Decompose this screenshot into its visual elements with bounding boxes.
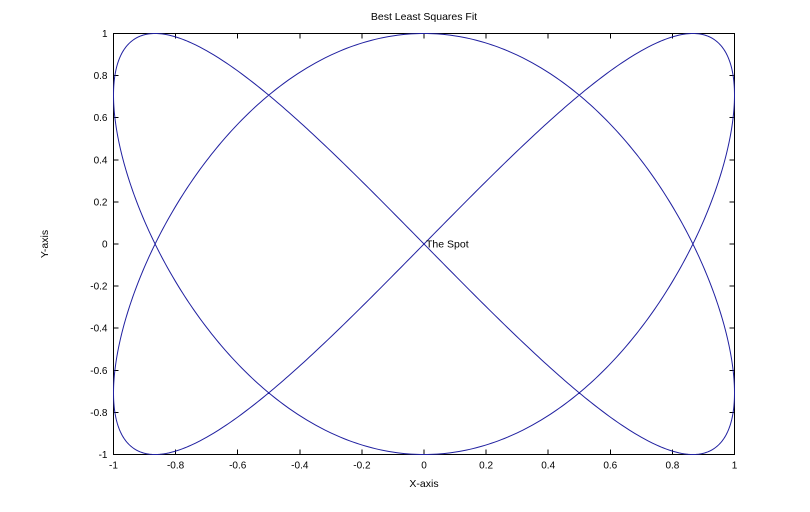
y-tick-label: -0.2 [90, 282, 108, 293]
y-tick-labels: -1 -0.8 -0.6 -0.4 -0.2 0 0.2 0.4 0.6 0.8 1 [90, 29, 108, 461]
x-tick-label: 1 [732, 461, 738, 472]
annotation-group: The Spot [426, 239, 469, 251]
x-tick-label: 0.6 [603, 461, 617, 472]
x-tick-label: -0.4 [291, 461, 309, 472]
y-axis-label: Y-axis [39, 230, 51, 258]
x-tick-label: -1 [109, 461, 118, 472]
y-tick-label: -1 [99, 450, 108, 461]
y-tick-label: 0.4 [94, 155, 108, 166]
plot-annotation: The Spot [426, 239, 469, 251]
y-tick-label: -0.8 [90, 408, 108, 419]
y-tick-label: 1 [102, 29, 108, 40]
plot-title: Best Least Squares Fit [371, 11, 477, 23]
y-tick-label: -0.4 [90, 324, 108, 335]
x-tick-label: -0.8 [167, 461, 185, 472]
x-tick-label: -0.6 [229, 461, 247, 472]
y-tick-label: 0.8 [94, 71, 108, 82]
y-tick-label: -0.6 [90, 366, 108, 377]
x-tick-labels: -1 -0.8 -0.6 -0.4 -0.2 0 0.2 0.4 0.6 0.8 1 [109, 461, 738, 472]
x-tick-label: 0.2 [479, 461, 493, 472]
tick-marks [113, 33, 735, 455]
x-tick-label: 0.4 [541, 461, 555, 472]
x-tick-label: -0.2 [353, 461, 371, 472]
y-tick-label: 0.6 [94, 113, 108, 124]
x-axis-label: X-axis [409, 478, 438, 490]
y-tick-label: 0 [102, 240, 108, 251]
data-series-group [113, 33, 735, 455]
x-tick-label: 0 [421, 461, 427, 472]
x-tick-label: 0.8 [665, 461, 679, 472]
data-curve [113, 33, 735, 455]
y-tick-label: 0.2 [94, 197, 108, 208]
